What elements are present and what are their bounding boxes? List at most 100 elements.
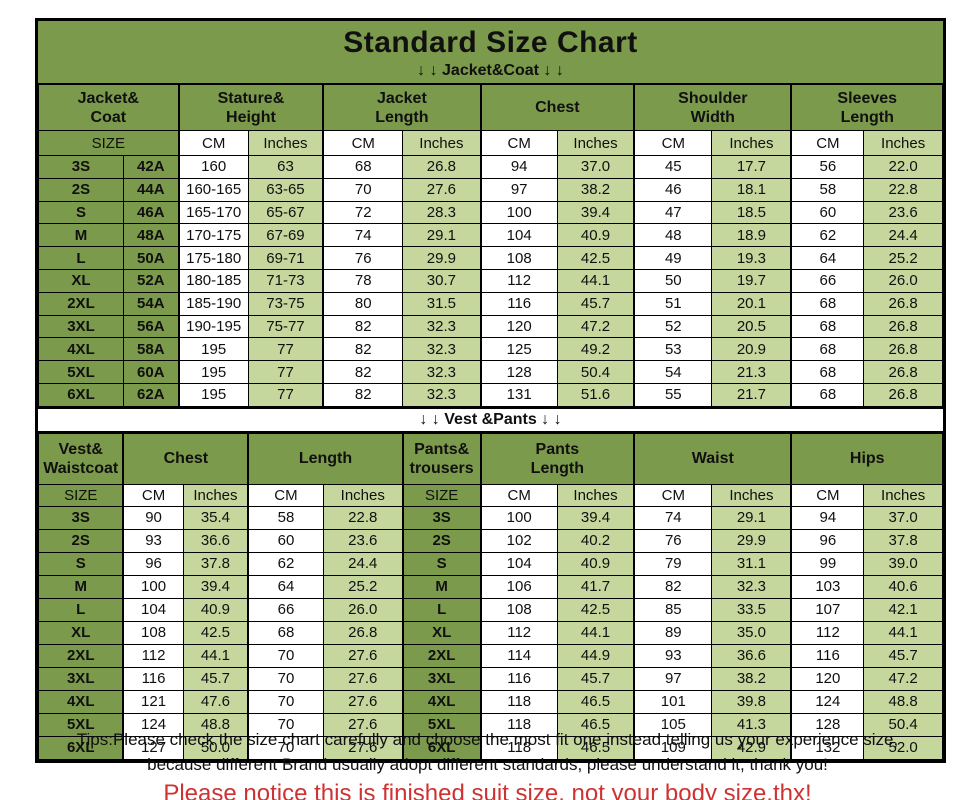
table-row: 2XL 54A 185-190 73-75 80 31.5 116 45.7 51 20.1 68 2… <box>38 291 943 316</box>
value-cell: 66 <box>247 597 324 622</box>
value-cell: 40.6 <box>863 574 943 599</box>
value-cell: 48.8 <box>863 689 943 714</box>
value-cell: 32.3 <box>402 314 482 339</box>
value-cell: 49.2 <box>556 337 635 362</box>
value-cell: 38.2 <box>556 177 635 202</box>
value-cell: 44.1 <box>556 620 635 645</box>
value-cell: 67-69 <box>247 223 324 248</box>
size-cell: 42A <box>122 155 180 179</box>
value-cell: 195 <box>177 360 249 384</box>
value-cell: 77 <box>247 382 324 407</box>
value-cell: 160 <box>177 155 249 179</box>
cm-header: CM <box>790 130 865 156</box>
table-row: XL 108 42.5 68 26.8 XL 112 44.1 89 35.0 112 44.1 <box>38 620 943 645</box>
inches-header: Inches <box>863 483 943 507</box>
size-cell: 2XL <box>401 643 482 668</box>
value-cell: 68 <box>322 155 404 179</box>
size-cell: 62A <box>122 382 180 407</box>
value-cell: 101 <box>633 689 713 714</box>
size-cell: 5XL <box>38 360 124 384</box>
value-cell: 45.7 <box>556 666 635 691</box>
value-cell: 40.2 <box>556 528 635 553</box>
size-cell: S <box>38 551 124 576</box>
value-cell: 37.8 <box>182 551 249 576</box>
value-cell: 93 <box>633 643 713 668</box>
value-cell: 170-175 <box>177 223 249 248</box>
value-cell: 32.3 <box>402 382 482 407</box>
value-cell: 185-190 <box>177 291 249 316</box>
value-cell: 29.1 <box>711 505 792 530</box>
table-row: 4XL 121 47.6 70 27.6 4XL 118 46.5 101 39.8 124 48.8 <box>38 689 943 714</box>
value-cell: 112 <box>122 643 184 668</box>
value-cell: 45.7 <box>182 666 249 691</box>
value-cell: 25.2 <box>863 246 943 270</box>
table-row: 5XL 60A 195 77 82 32.3 128 50.4 54 21.3 68 26.8 <box>38 360 943 384</box>
value-cell: 68 <box>790 382 865 407</box>
value-cell: 37.0 <box>863 505 943 530</box>
value-cell: 71-73 <box>247 268 324 293</box>
value-cell: 70 <box>247 643 324 668</box>
value-cell: 39.0 <box>863 551 943 576</box>
value-cell: 106 <box>479 574 558 599</box>
value-cell: 116 <box>479 666 558 691</box>
value-cell: 90 <box>122 505 184 530</box>
value-cell: 68 <box>790 337 865 362</box>
size-cell: M <box>401 574 482 599</box>
value-cell: 32.3 <box>402 360 482 384</box>
inches-header: Inches <box>402 130 482 156</box>
size-cell: 50A <box>122 246 180 270</box>
table-row: 5XL 124 48.8 70 27.6 5XL 118 46.5 105 41.3 128 50.4 <box>38 712 943 737</box>
size-cell: 3XL <box>38 666 124 691</box>
value-cell: 42.5 <box>182 620 249 645</box>
table-row: 2S 44A 160-165 63-65 70 27.6 97 38.2 46 18.1 58 22.… <box>38 177 943 202</box>
size-cell: L <box>401 597 482 622</box>
value-cell: 74 <box>322 223 404 248</box>
value-cell: 26.8 <box>863 337 943 362</box>
value-cell: 116 <box>122 666 184 691</box>
value-cell: 120 <box>790 666 865 691</box>
table-row: M 48A 170-175 67-69 74 29.1 104 40.9 48 18.9 62 24.… <box>38 223 943 248</box>
col-header-chest: Chest <box>479 83 635 131</box>
group-header-row: Jacket& Coat Stature& Height Jacket Leng… <box>37 83 944 131</box>
size-cell: 6XL <box>38 735 124 760</box>
value-cell: 22.8 <box>863 177 943 202</box>
value-cell: 25.2 <box>322 574 404 599</box>
value-cell: 68 <box>790 314 865 339</box>
value-cell: 24.4 <box>863 223 943 248</box>
value-cell: 18.1 <box>711 177 792 202</box>
value-cell: 19.7 <box>711 268 792 293</box>
value-cell: 49 <box>633 246 713 270</box>
value-cell: 109 <box>633 735 713 760</box>
value-cell: 82 <box>322 337 404 362</box>
finished-size-notice: Please notice this is finished suit size… <box>163 780 812 800</box>
value-cell: 112 <box>479 268 558 293</box>
cm-header: CM <box>247 483 324 507</box>
value-cell: 70 <box>247 712 324 737</box>
value-cell: 20.5 <box>711 314 792 339</box>
size-cell: XL <box>38 620 124 645</box>
size-cell: 58A <box>122 337 180 362</box>
cm-header: CM <box>790 483 865 507</box>
value-cell: 26.8 <box>402 155 482 179</box>
value-cell: 41.7 <box>556 574 635 599</box>
value-cell: 47.2 <box>556 314 635 339</box>
value-cell: 70 <box>247 666 324 691</box>
value-cell: 35.0 <box>711 620 792 645</box>
value-cell: 64 <box>790 246 865 270</box>
value-cell: 45.7 <box>556 291 635 316</box>
value-cell: 104 <box>479 223 558 248</box>
value-cell: 131 <box>479 382 558 407</box>
size-header: SIZE <box>38 483 124 507</box>
col-header-vest-length: Length <box>247 432 404 485</box>
size-cell: 3XL <box>401 666 482 691</box>
value-cell: 24.4 <box>322 551 404 576</box>
value-cell: 124 <box>790 689 865 714</box>
value-cell: 118 <box>479 712 558 737</box>
size-cell: 4XL <box>38 689 124 714</box>
value-cell: 63 <box>247 155 324 179</box>
value-cell: 74 <box>633 505 713 530</box>
value-cell: 18.9 <box>711 223 792 248</box>
value-cell: 103 <box>790 574 865 599</box>
value-cell: 118 <box>479 735 558 760</box>
value-cell: 68 <box>790 291 865 316</box>
